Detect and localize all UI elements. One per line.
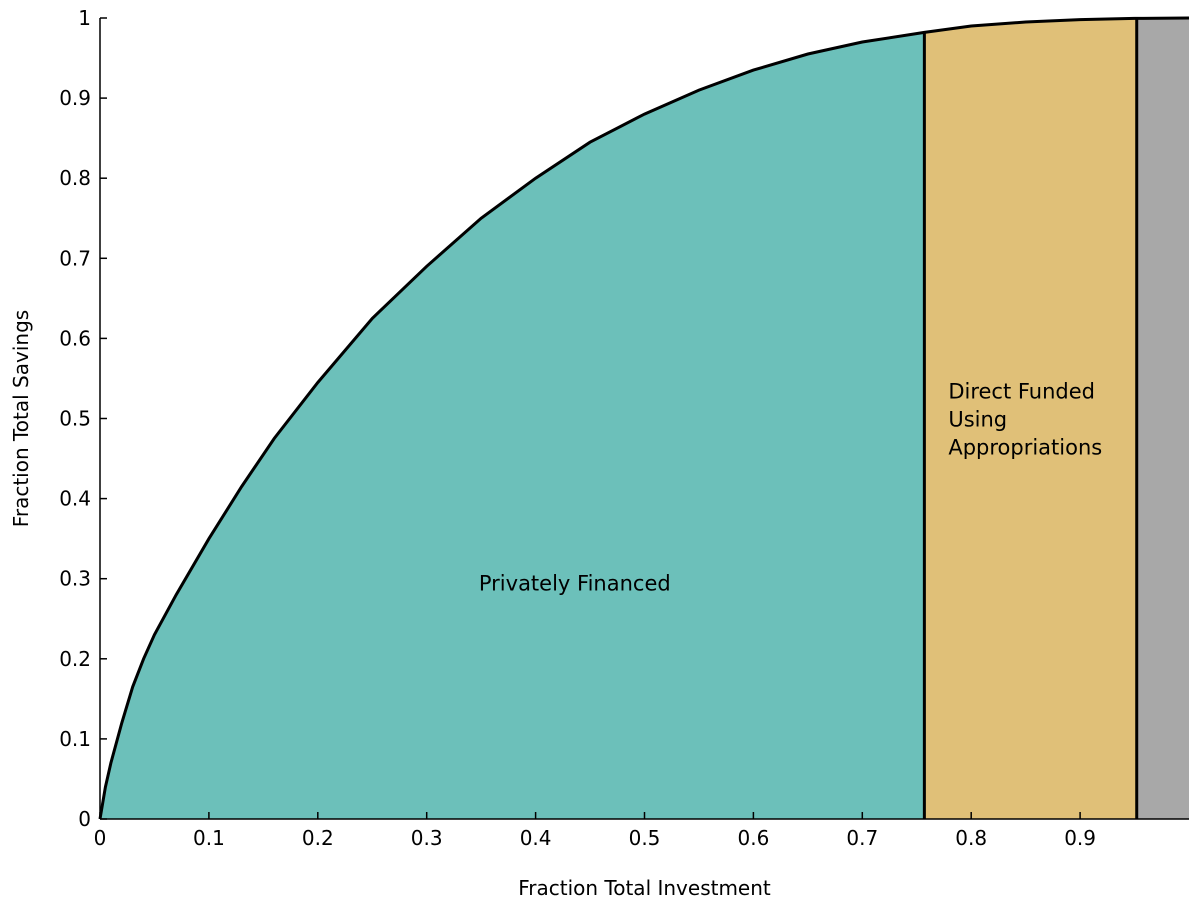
x-tick-label: 0.5 <box>629 826 661 850</box>
x-tick-label: 0.9 <box>1064 826 1096 850</box>
region-fills <box>100 18 1189 820</box>
direct-funded-label: Direct Funded Using Appropriations <box>948 379 1102 459</box>
y-axis-title: Fraction Total Savings <box>9 310 33 527</box>
x-axis-title: Fraction Total Investment <box>518 876 771 898</box>
region-fill-1 <box>100 32 925 820</box>
y-tick-label: 0.8 <box>59 166 91 190</box>
x-tick-label: 0.1 <box>193 826 225 850</box>
x-tick-label: 0.3 <box>411 826 443 850</box>
region-fill-3 <box>1136 18 1189 819</box>
x-tick-label: 0.8 <box>955 826 987 850</box>
cumulative-savings-curve <box>98 16 1189 820</box>
direct-funded-label-line-1: Direct Funded <box>948 379 1095 403</box>
y-tick-label: 0.3 <box>59 567 91 591</box>
y-tick-label: 0.9 <box>59 86 91 110</box>
direct-funded-label-line-2: Using <box>948 407 1007 431</box>
y-ticks: 0 0.1 0.2 0.3 0.4 0.5 0.6 0.7 0.8 0.9 1 <box>59 6 107 831</box>
x-tick-label: 0.2 <box>302 826 334 850</box>
direct-funded-label-line-3: Appropriations <box>948 435 1102 459</box>
x-tick-label: 0.4 <box>520 826 552 850</box>
privately-financed-label: Privately Financed <box>479 572 671 596</box>
y-tick-label: 0.5 <box>59 407 91 431</box>
y-tick-label: 1 <box>78 6 91 30</box>
y-tick-label: 0.2 <box>59 647 91 671</box>
x-tick-label: 0.6 <box>737 826 769 850</box>
x-tick-label: 0 <box>94 826 107 850</box>
y-tick-label: 0 <box>78 807 91 831</box>
x-ticks: 0 0.1 0.2 0.3 0.4 0.5 0.6 0.7 0.8 0.9 <box>94 812 1096 850</box>
y-tick-label: 0.1 <box>59 727 91 751</box>
y-tick-label: 0.6 <box>59 326 91 350</box>
y-tick-label: 0.4 <box>59 487 91 511</box>
y-tick-label: 0.7 <box>59 246 91 270</box>
region-boundaries <box>922 18 1139 819</box>
x-tick-label: 0.7 <box>846 826 878 850</box>
region-fill-2 <box>924 18 1137 820</box>
